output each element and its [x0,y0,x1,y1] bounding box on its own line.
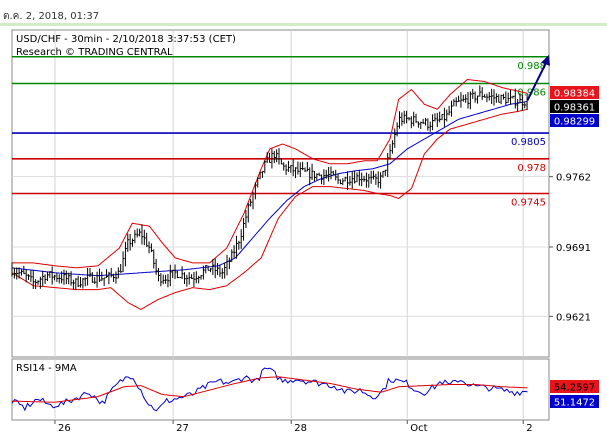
rsi-tag-1: 51.1472 [554,398,595,409]
rsi-tag-bg-1 [550,395,599,408]
bollinger-lower [11,108,528,310]
y-axis-ticks: 0.9762 0.9691 0.9621 [549,173,591,323]
price-bars [11,85,529,290]
price-tag-bg-0 [550,86,599,99]
chart-subtitle: Research © TRADING CENTRAL [16,47,173,58]
x-tick-label-2: 28 [294,423,307,434]
chart-date: ต.ค. 2, 2018, 01:37 [3,11,100,22]
horizontal-gridlines [12,176,549,317]
y-tick-label-2: 0.9621 [556,312,591,323]
price-tags: 0.98384 0.98361 0.98299 [550,86,599,128]
rsi-ma-line [11,376,528,403]
rsi-title: RSI14 - 9MA [16,363,77,374]
bollinger-upper [12,78,528,269]
arrow-shaft [526,60,548,101]
x-tick-label-4: 2 [526,423,532,434]
header-stripe [0,23,607,26]
x-tick-label-1: 27 [176,423,189,434]
price-tag-2: 0.98299 [554,117,595,128]
rsi-series [11,367,528,412]
rsi-line [11,367,528,412]
x-tick-label-0: 26 [58,423,71,434]
price-tag-1: 0.98361 [554,103,595,114]
rsi-tag-0: 54.2597 [554,383,595,394]
arrow-head [541,54,550,66]
level-label-3: 0.978 [517,163,546,174]
level-label-4: 0.9745 [511,198,546,209]
price-series [11,78,529,310]
y-tick-label-1: 0.9691 [556,243,591,254]
level-label-0: 0.988 [517,61,546,72]
y-tick-label-0: 0.9762 [556,173,591,184]
rsi-panel [11,358,550,421]
x-tick-label-3: Oct [410,423,427,434]
x-axis-ticks: 26 27 28 Oct 2 [54,420,533,434]
level-label-2: 0.9805 [511,137,546,148]
price-tag-0: 0.98384 [554,89,595,100]
top-bar: ต.ค. 2, 2018, 01:37 [0,0,607,28]
price-tag-bg-2 [550,114,599,127]
price-tag-bg-1 [550,100,599,113]
forecast-arrow [526,54,550,101]
rsi-tags: 54.2597 51.1472 [550,380,599,409]
chart-title: USD/CHF - 30min - 2/10/2018 3:37:53 (CET… [16,34,236,45]
rsi-tag-bg-0 [550,380,599,393]
